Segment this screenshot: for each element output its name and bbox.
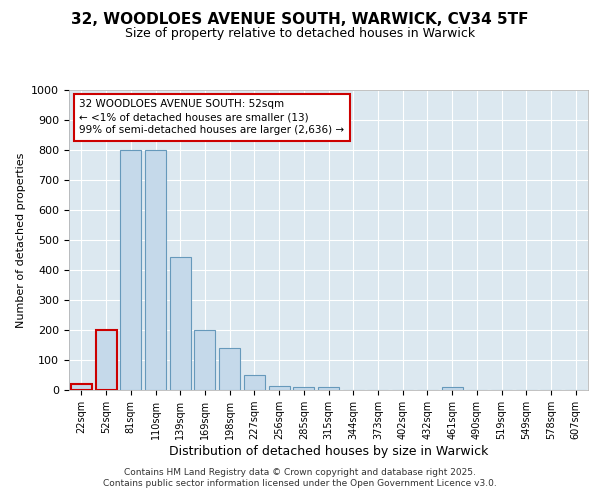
Bar [442,387,463,390]
Bar [318,387,339,390]
Bar [293,387,314,390]
Bar [269,386,290,390]
Text: Contains HM Land Registry data © Crown copyright and database right 2025.
Contai: Contains HM Land Registry data © Crown c… [103,468,497,487]
Bar [120,150,141,390]
Bar [71,384,92,390]
Bar [145,150,166,390]
Text: 32, WOODLOES AVENUE SOUTH, WARWICK, CV34 5TF: 32, WOODLOES AVENUE SOUTH, WARWICK, CV34… [71,12,529,28]
Bar [244,375,265,390]
Text: Size of property relative to detached houses in Warwick: Size of property relative to detached ho… [125,28,475,40]
Bar [170,256,191,390]
Text: 32 WOODLOES AVENUE SOUTH: 52sqm
← <1% of detached houses are smaller (13)
99% of: 32 WOODLOES AVENUE SOUTH: 52sqm ← <1% of… [79,99,344,136]
X-axis label: Distribution of detached houses by size in Warwick: Distribution of detached houses by size … [169,445,488,458]
Bar [194,330,215,390]
Y-axis label: Number of detached properties: Number of detached properties [16,152,26,328]
Bar [95,330,116,390]
Bar [219,348,240,390]
